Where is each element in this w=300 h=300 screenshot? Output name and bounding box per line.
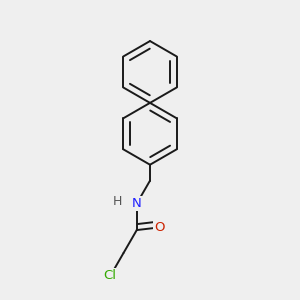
Text: H: H <box>113 195 122 208</box>
Text: N: N <box>132 197 142 210</box>
Text: O: O <box>154 221 164 234</box>
Text: Cl: Cl <box>104 269 117 283</box>
